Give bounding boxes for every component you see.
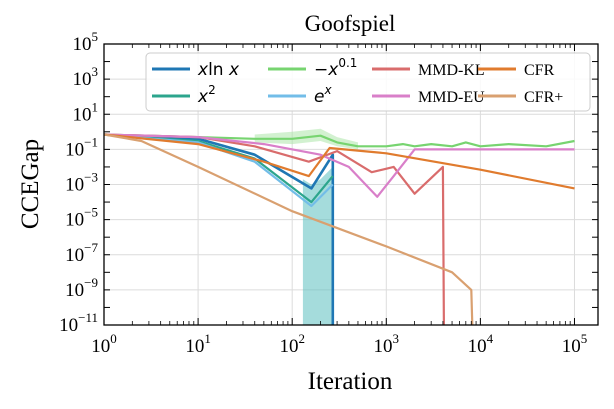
ticks: 100 101 102 103 104 105 105 103 101 10−1 10−3 10−5 1… [59,29,598,357]
legend-label-MMD-EU: MMD-EU [418,89,485,106]
y-tick-label: 103 [73,64,99,90]
series-line-CFR+ [104,133,474,325]
legend-label-CFR: CFR [524,62,555,79]
x-tick-label: 100 [91,331,117,357]
legend-label-e^x: ex [314,83,332,107]
series-line-MMD-KL [104,133,445,325]
x-tick-label: 102 [279,331,305,357]
series-layer [104,128,575,325]
x-tick-label: 104 [468,331,494,357]
x-tick-label: 101 [185,331,211,357]
x-axis-label: Iteration [308,368,393,395]
confidence-band-region [302,166,333,325]
legend: xln x x2 −x0.1 ex MMD-KL MMD-EU CFR CFR+ [145,52,591,112]
y-tick-label: 101 [73,99,99,125]
series-band--x^0.1 [254,128,358,150]
x-tick-label: 103 [374,331,400,357]
series-line--x^0.1 [104,133,575,148]
legend-label-MMD-KL: MMD-KL [418,62,485,79]
legend-label--x^0.1: −x0.1 [314,56,357,80]
y-tick-label: 10−3 [65,170,98,196]
series-line-CFR [104,133,575,190]
y-tick-label: 10−11 [59,310,98,336]
series-line-MMD-EU [104,133,575,198]
y-axis-label: CCEGap [17,139,44,229]
y-tick-label: 10−1 [65,134,98,160]
y-tick-label: 10−9 [65,275,98,301]
legend-label-CFR+: CFR+ [524,89,563,106]
legend-label-x^2: x2 [197,83,216,107]
x-tick-label: 105 [562,331,588,357]
legend-label-xlnx: xln x [197,60,240,80]
y-tick-label: 105 [73,29,99,55]
chart-title: Goofspiel [305,11,396,36]
y-tick-label: 10−7 [65,240,98,266]
y-tick-label: 10−5 [65,205,98,231]
